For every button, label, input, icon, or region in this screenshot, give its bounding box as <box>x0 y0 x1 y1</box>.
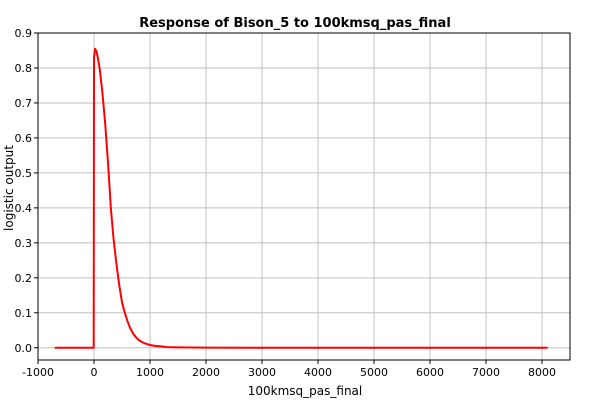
x-axis-title: 100kmsq_pas_final <box>248 384 363 398</box>
x-tick-label: -1000 <box>22 366 54 379</box>
axis-ticks: -1000 0 1000 2000 3000 4000 5000 6000 7000 8000 0.… <box>15 27 557 379</box>
y-tick-label: 0.6 <box>15 132 33 145</box>
x-tick-label: 4000 <box>304 366 332 379</box>
x-tick-label: 1000 <box>136 366 164 379</box>
x-tick-label: 3000 <box>248 366 276 379</box>
x-tick-label: 6000 <box>416 366 444 379</box>
x-tick-label: 5000 <box>360 366 388 379</box>
y-tick-label: 0.7 <box>15 97 33 110</box>
x-tick-label: 7000 <box>472 366 500 379</box>
y-tick-label: 0.0 <box>15 342 33 355</box>
grid <box>37 32 570 360</box>
y-axis-title: logistic output <box>2 145 16 231</box>
y-tick-label: 0.4 <box>15 202 33 215</box>
y-tick-label: 0.5 <box>15 167 33 180</box>
series-group <box>54 47 548 349</box>
y-tick-label: 0.1 <box>15 307 33 320</box>
x-tick-label: 8000 <box>528 366 556 379</box>
y-tick-label: 0.8 <box>15 62 33 75</box>
chart-title: Response of Bison_5 to 100kmsq_pas_final <box>139 16 451 31</box>
y-tick-label: 0.3 <box>15 237 33 250</box>
y-tick-label: 0.9 <box>15 27 33 40</box>
x-tick-label: 2000 <box>192 366 220 379</box>
x-tick-label: 0 <box>91 366 98 379</box>
y-tick-label: 0.2 <box>15 272 33 285</box>
series-line <box>54 47 548 349</box>
plot-border <box>37 32 571 361</box>
